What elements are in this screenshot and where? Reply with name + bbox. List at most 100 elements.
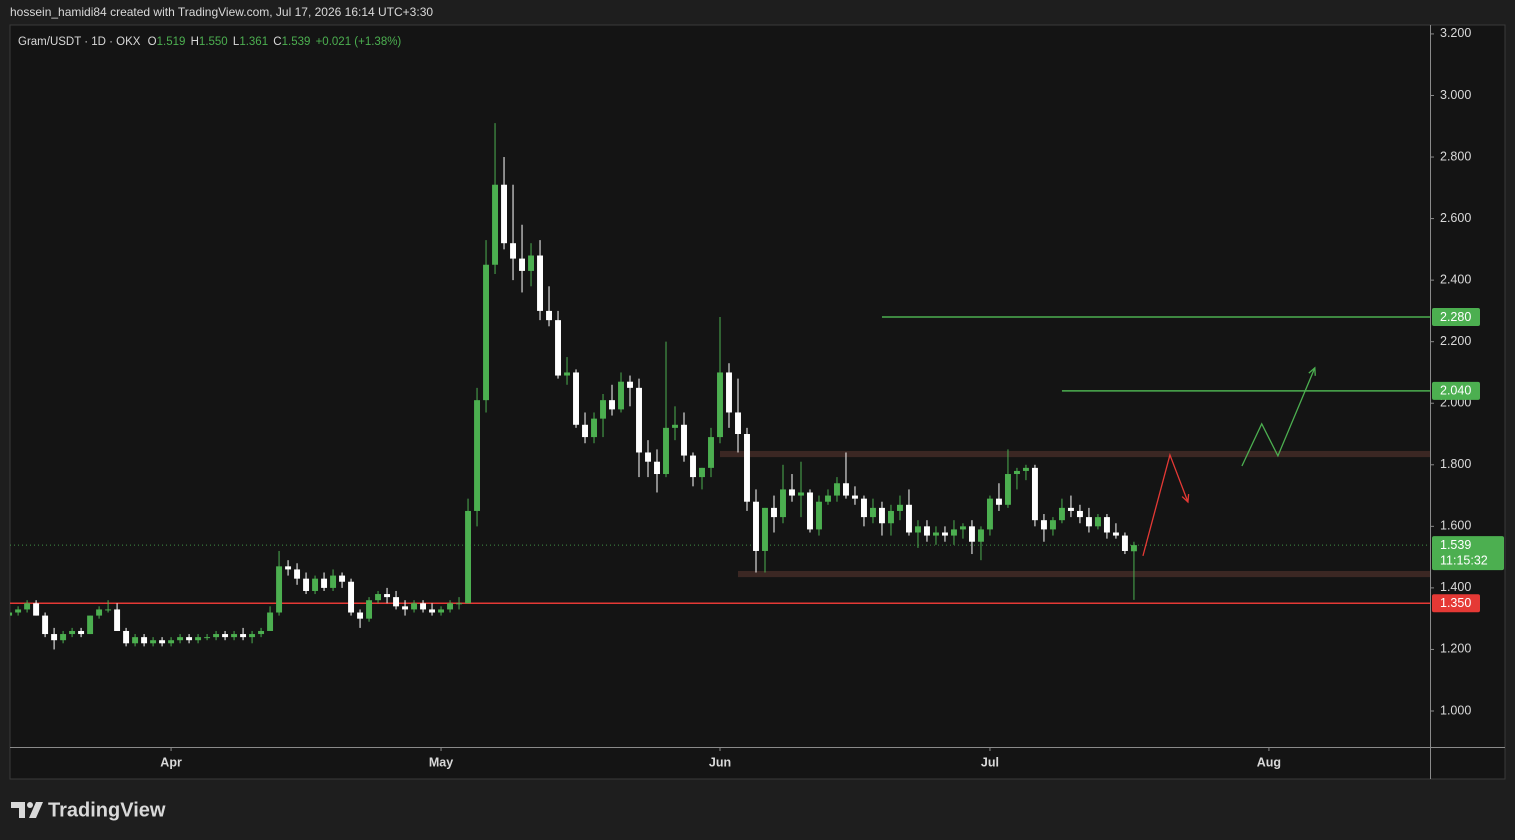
- x-tick-label: Aug: [1257, 755, 1281, 769]
- symbol: Gram/USDT · 1D · OKX: [18, 36, 141, 48]
- candle-body: [744, 434, 750, 502]
- candle-body: [762, 507, 768, 551]
- candle-body: [1121, 535, 1128, 551]
- arrow-path: [1241, 367, 1316, 467]
- candle-body: [1031, 467, 1038, 521]
- candle-body: [1040, 520, 1047, 530]
- candle-body: [438, 609, 445, 613]
- axes: 1.0001.2001.4001.6001.8002.0002.2002.400…: [160, 26, 1504, 769]
- candle-body: [204, 637, 211, 639]
- candle-body: [726, 372, 732, 413]
- candle-body: [780, 489, 786, 518]
- candle-body: [1004, 474, 1011, 505]
- candle-body: [78, 630, 85, 635]
- candle-body: [1130, 545, 1137, 552]
- level-label-box: [1432, 308, 1480, 327]
- candle-body: [186, 637, 193, 641]
- candle-body: [69, 630, 76, 635]
- candle-body: [933, 532, 939, 536]
- candle-body: [456, 603, 463, 605]
- candle-body: [663, 427, 669, 475]
- arrow-path: [1142, 452, 1189, 557]
- candle-body: [150, 640, 157, 644]
- candle-body: [447, 603, 454, 610]
- ohlc-value: 1.519: [157, 36, 186, 48]
- arrow-head: [1308, 366, 1316, 376]
- candle-body: [915, 526, 921, 533]
- x-tick-label: May: [429, 755, 453, 769]
- candle-body: [411, 603, 418, 610]
- candle-body: [42, 615, 49, 635]
- ohlc-name: L: [233, 36, 240, 48]
- candle-body: [1094, 517, 1101, 527]
- candle-body: [312, 578, 319, 591]
- candle-body: [519, 258, 525, 271]
- zone: [720, 450, 1430, 458]
- candle-body: [1067, 507, 1074, 511]
- candle-body: [348, 581, 355, 613]
- y-tick-label: 3.000: [1440, 88, 1471, 102]
- candle-body: [60, 634, 67, 641]
- candle-body: [627, 381, 633, 388]
- candle-body: [393, 597, 400, 607]
- candle-body: [33, 603, 40, 616]
- candle-body: [384, 594, 391, 598]
- ohlc-value: 1.550: [199, 36, 228, 48]
- candle-body: [375, 594, 382, 601]
- candle-body: [1112, 532, 1119, 536]
- candle-body: [995, 498, 1002, 505]
- level-label: 2.280: [1440, 310, 1471, 324]
- candle-body: [1022, 467, 1029, 471]
- candle-body: [717, 372, 723, 438]
- y-tick-label: 1.400: [1440, 580, 1471, 594]
- candle-body: [159, 640, 166, 644]
- candle-body: [267, 612, 274, 631]
- header: hossein_hamidi84 created with TradingVie…: [10, 5, 433, 19]
- ohlc-name: H: [191, 36, 199, 48]
- y-tick-label: 2.400: [1440, 272, 1471, 286]
- ohlc-value: 1.361: [239, 36, 268, 48]
- last-price-label: 1.539: [1440, 538, 1471, 552]
- logo-mark: [11, 802, 25, 818]
- candle-body: [537, 255, 543, 311]
- candle-body: [339, 575, 346, 582]
- candle-body: [87, 615, 94, 635]
- level-label-box: [1432, 381, 1480, 400]
- candle-body: [1103, 517, 1110, 533]
- candle-body: [582, 424, 588, 438]
- arrow-head: [1181, 493, 1190, 504]
- candle-body: [249, 634, 256, 638]
- candle-body: [429, 609, 436, 613]
- y-tick-label: 3.200: [1440, 26, 1471, 40]
- candle-body: [573, 372, 579, 425]
- y-tick-label: 1.000: [1440, 703, 1471, 717]
- candle-body: [1049, 520, 1056, 530]
- candle-body: [708, 437, 714, 468]
- candle-body: [564, 372, 570, 376]
- candle-body: [105, 609, 112, 611]
- logo-mark: [29, 802, 43, 818]
- candle-body: [51, 634, 58, 641]
- candle-body: [906, 504, 912, 533]
- candle-body: [258, 630, 265, 635]
- candle-body: [474, 400, 481, 511]
- ohlc-name: C: [273, 36, 281, 48]
- candle-body: [609, 400, 615, 410]
- candle-body: [510, 243, 516, 259]
- candle-body: [321, 578, 328, 588]
- candle-body: [879, 507, 885, 524]
- y-tick-label: 1.200: [1440, 642, 1471, 656]
- candle-body: [528, 255, 534, 271]
- x-tick-label: Jun: [709, 755, 731, 769]
- candle-body: [834, 483, 840, 496]
- candle-body: [654, 461, 660, 475]
- candle-body: [15, 609, 22, 613]
- candle-body: [366, 600, 373, 619]
- candle-body: [123, 630, 130, 644]
- candle-body: [977, 529, 984, 542]
- candle-body: [789, 489, 795, 496]
- candle-body: [870, 507, 876, 518]
- brand: TradingView: [48, 799, 166, 821]
- x-tick-label: Apr: [160, 755, 182, 769]
